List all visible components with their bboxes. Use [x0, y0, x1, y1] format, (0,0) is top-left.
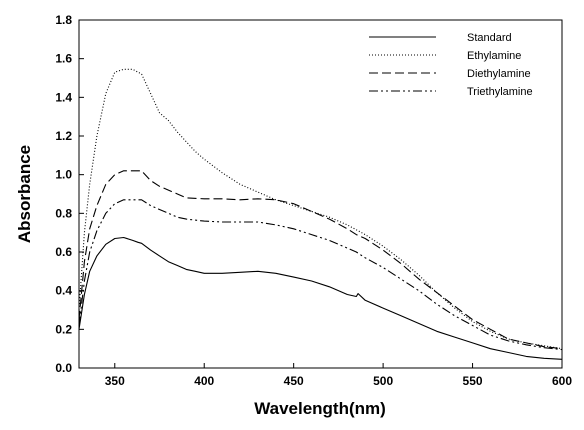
x-tick-label: 500 [373, 374, 393, 388]
legend-label-standard: Standard [467, 32, 512, 44]
y-tick-label: 0.0 [55, 361, 72, 375]
y-tick-label: 1.0 [55, 168, 72, 182]
y-tick-label: 0.2 [55, 322, 72, 336]
y-tick-label: 0.6 [55, 245, 72, 259]
legend-label-ethylamine: Ethylamine [467, 50, 521, 62]
y-tick-label: 1.6 [55, 52, 72, 66]
legend: Standard Ethylamine Diethylamine Triethylam… [369, 32, 533, 98]
series-line-triethylamine [78, 199, 563, 351]
legend-label-triethylamine: Triethylamine [467, 86, 533, 98]
y-tick-label: 1.8 [55, 13, 72, 27]
y-tick-label: 1.4 [55, 90, 72, 104]
plot-frame [78, 19, 563, 369]
y-axis-title: Absorbance [15, 145, 34, 243]
series-line-ethylamine [78, 68, 563, 350]
x-tick-label: 450 [284, 374, 304, 388]
series-line-diethylamine [78, 170, 563, 350]
legend-label-diethylamine: Diethylamine [467, 68, 531, 80]
axis-ticks: 350 400 450 500 550 600 0.0 0.2 0.4 0.6 0.8 1.0 1.2 1… [55, 13, 572, 388]
x-tick-label: 600 [552, 374, 572, 388]
y-tick-label: 0.4 [55, 284, 72, 298]
x-tick-label: 350 [105, 374, 125, 388]
series-line-standard [78, 236, 563, 360]
x-tick-label: 400 [194, 374, 214, 388]
x-axis-title: Wavelength(nm) [254, 399, 386, 418]
series-group [78, 68, 563, 360]
y-tick-label: 1.2 [55, 129, 72, 143]
x-tick-label: 550 [463, 374, 483, 388]
y-tick-label: 0.8 [55, 206, 72, 220]
